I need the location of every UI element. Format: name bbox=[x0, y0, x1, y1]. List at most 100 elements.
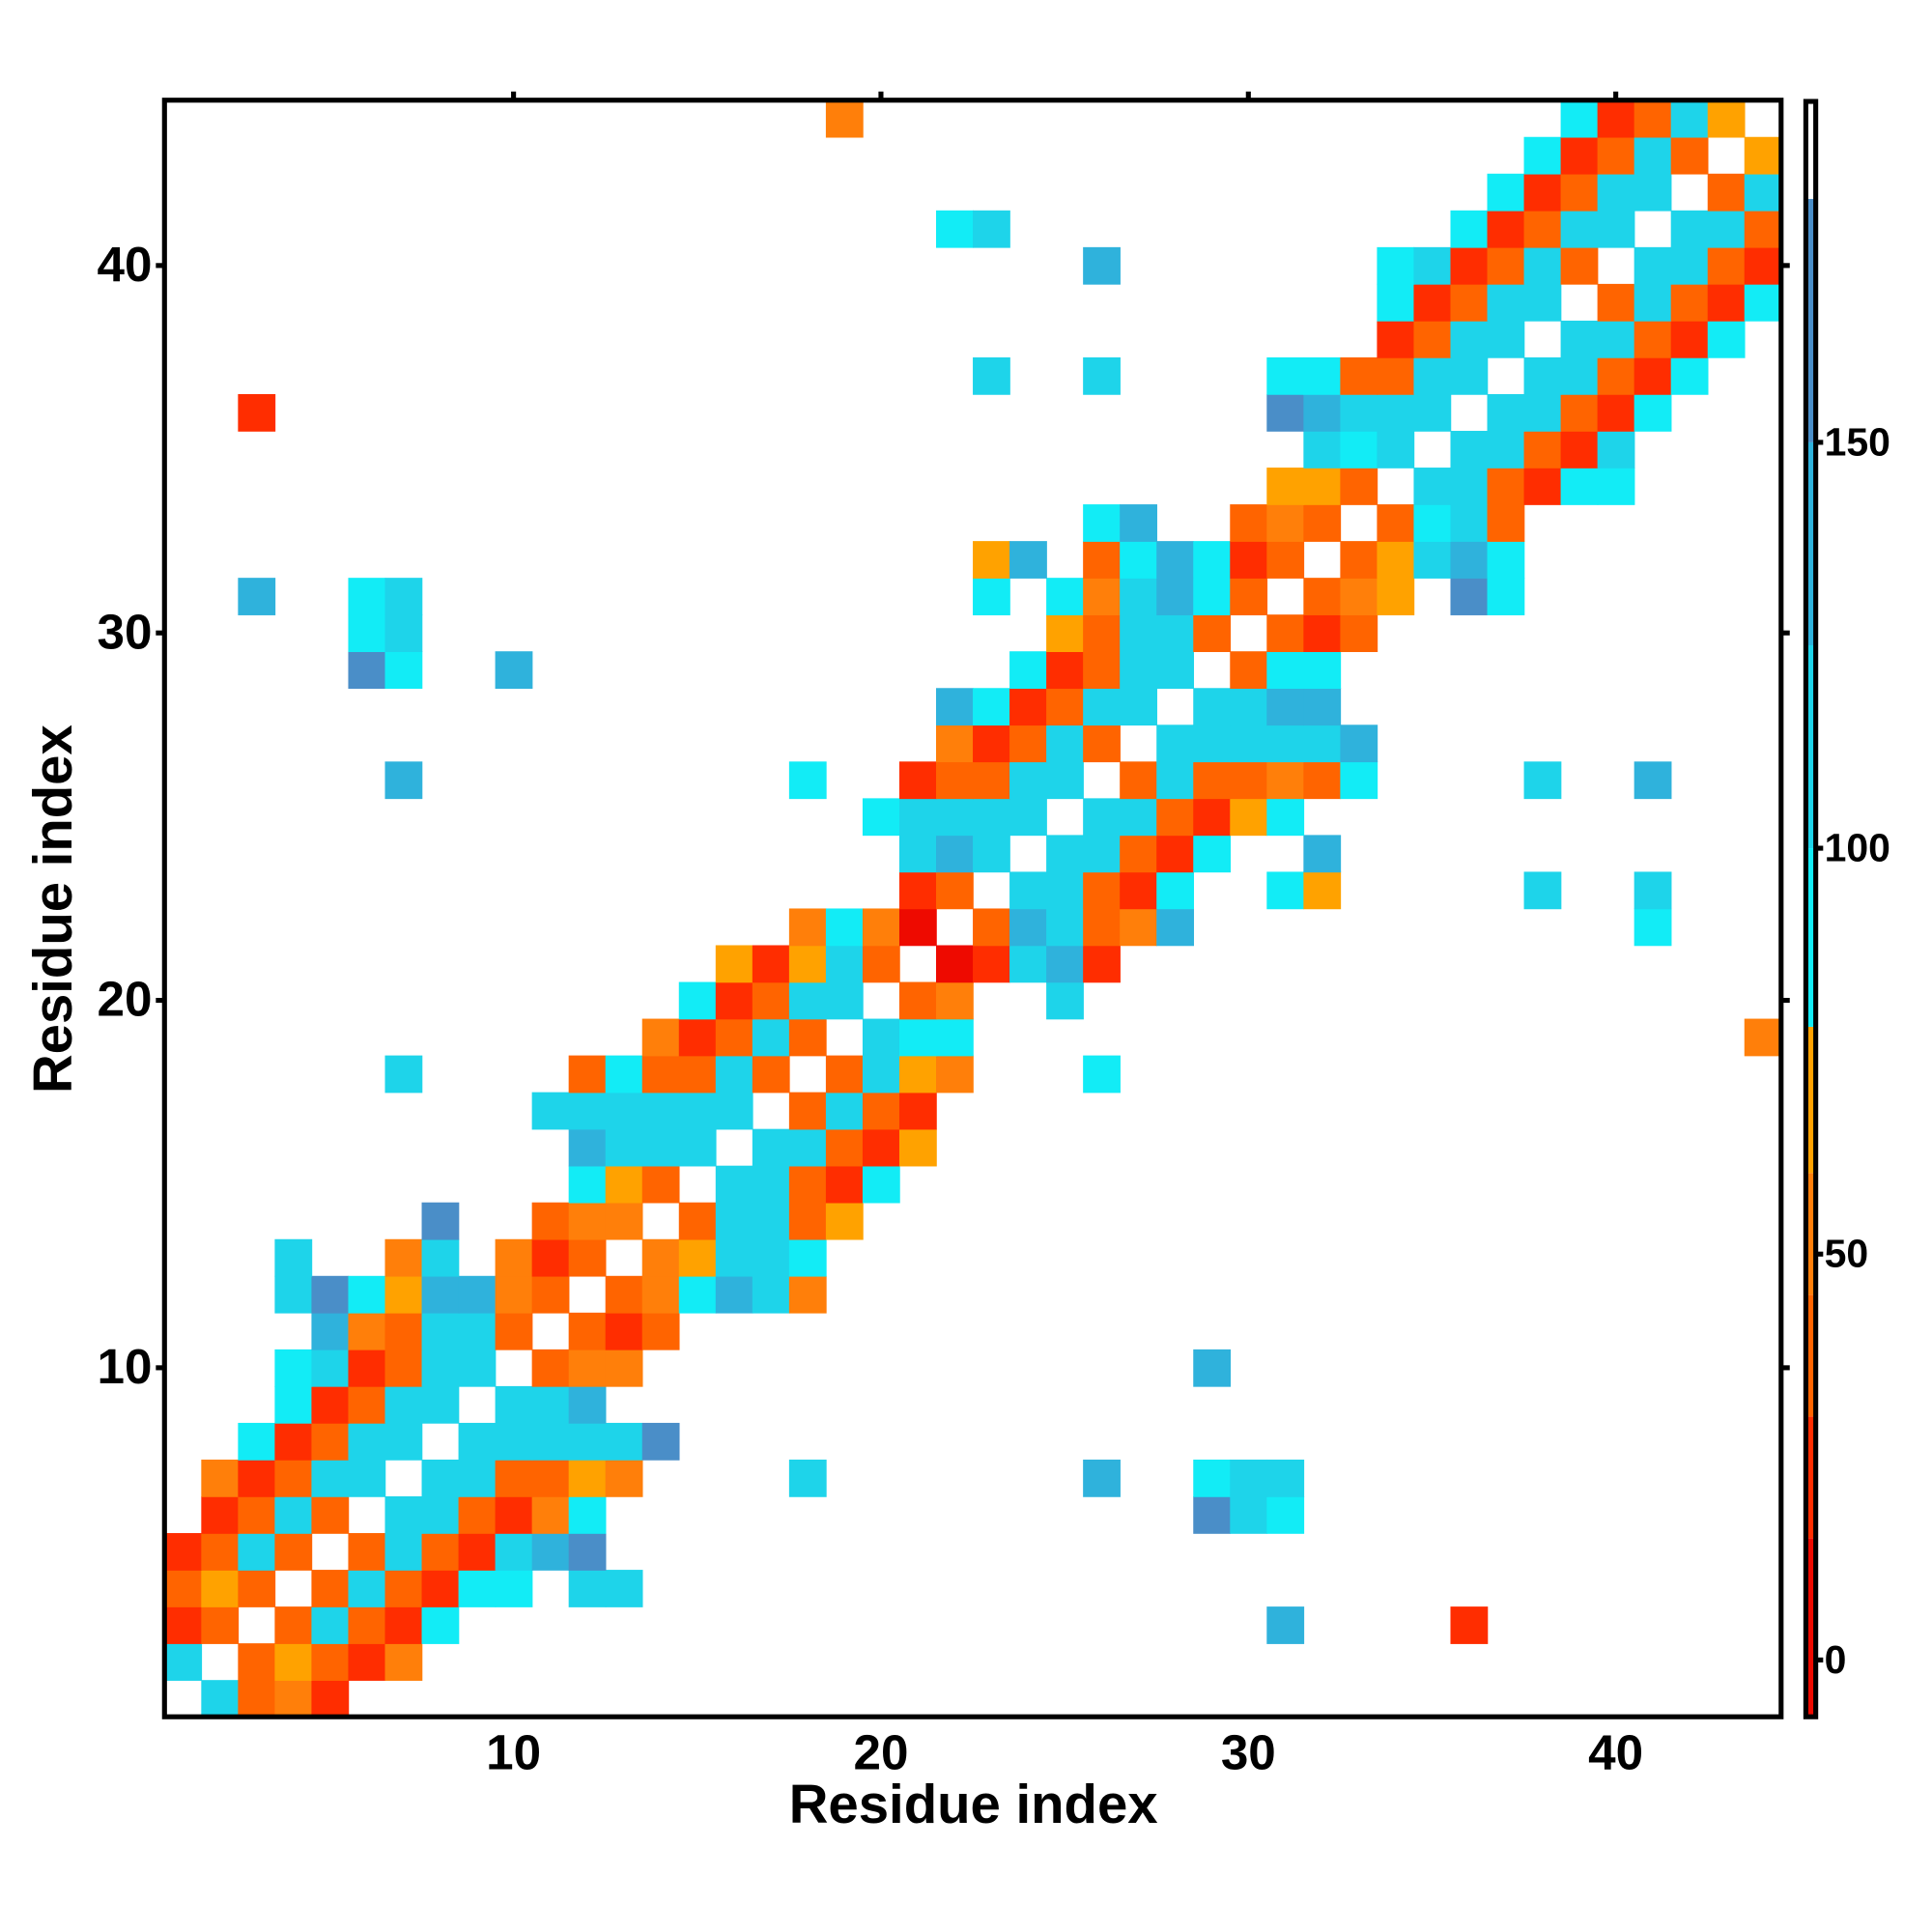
heatmap-cell bbox=[1377, 541, 1415, 579]
heatmap-cell bbox=[311, 1385, 350, 1424]
heatmap-cell bbox=[1046, 835, 1084, 873]
heatmap-cell bbox=[1707, 173, 1746, 212]
heatmap-cell bbox=[348, 1643, 386, 1681]
heatmap-cell bbox=[936, 798, 974, 837]
heatmap-cell bbox=[973, 541, 1010, 579]
heatmap-cell bbox=[936, 761, 974, 800]
heatmap-cell bbox=[348, 1606, 386, 1644]
heatmap-cell bbox=[715, 1238, 753, 1277]
heatmap-cell bbox=[1230, 798, 1268, 837]
heatmap-cell bbox=[1487, 320, 1525, 358]
heatmap-cell bbox=[384, 1055, 423, 1094]
heatmap-cell bbox=[311, 1459, 350, 1497]
heatmap-cell bbox=[274, 1238, 313, 1277]
heatmap-cell bbox=[1560, 468, 1599, 505]
heatmap-cell bbox=[752, 1165, 790, 1204]
heatmap-cell bbox=[898, 1018, 937, 1057]
heatmap-cell bbox=[1303, 761, 1342, 800]
heatmap-cell bbox=[1083, 724, 1121, 763]
heatmap-cell bbox=[1450, 504, 1489, 542]
heatmap-cell bbox=[1046, 981, 1084, 1020]
heatmap-cell bbox=[1266, 798, 1305, 837]
heatmap-cell bbox=[348, 1275, 386, 1314]
heatmap-cell bbox=[1523, 210, 1562, 248]
heatmap-cell bbox=[531, 1422, 570, 1461]
heatmap-cell bbox=[201, 1533, 240, 1571]
colorbar-band bbox=[1805, 848, 1816, 1027]
heatmap-cell bbox=[568, 1055, 607, 1094]
heatmap-cell bbox=[1560, 136, 1599, 175]
heatmap-cell bbox=[752, 1128, 790, 1167]
heatmap-cell bbox=[1120, 835, 1157, 873]
heatmap-cell bbox=[1120, 688, 1157, 726]
heatmap-cell bbox=[1634, 871, 1672, 910]
heatmap-cell bbox=[495, 1312, 533, 1350]
heatmap-cell bbox=[311, 1349, 350, 1387]
heatmap-cell bbox=[1120, 798, 1157, 837]
heatmap-cell bbox=[568, 1385, 607, 1424]
heatmap-cell bbox=[1597, 356, 1635, 395]
heatmap-cell bbox=[1597, 393, 1635, 432]
heatmap-cell bbox=[605, 1275, 643, 1314]
heatmap-cell bbox=[936, 1055, 974, 1094]
heatmap-cell bbox=[1523, 136, 1562, 175]
heatmap-cell bbox=[274, 1349, 313, 1387]
heatmap-cell bbox=[1670, 320, 1709, 358]
heatmap-cell bbox=[384, 761, 423, 800]
heatmap-cell bbox=[1340, 541, 1378, 579]
heatmap-cell bbox=[1083, 651, 1121, 690]
heatmap-cell bbox=[531, 1533, 570, 1571]
heatmap-cell bbox=[1340, 468, 1378, 505]
heatmap-cell bbox=[1597, 431, 1635, 469]
heatmap-cell bbox=[568, 1202, 607, 1240]
heatmap-cell bbox=[1009, 945, 1047, 983]
heatmap-cell bbox=[1156, 578, 1195, 615]
heatmap-cell bbox=[458, 1459, 497, 1497]
heatmap-cell bbox=[715, 1092, 753, 1130]
heatmap-cell bbox=[1707, 320, 1746, 358]
heatmap-cell bbox=[1634, 136, 1672, 175]
heatmap-cell bbox=[1340, 356, 1378, 395]
heatmap-cell bbox=[1523, 173, 1562, 212]
heatmap-cell bbox=[936, 724, 974, 763]
heatmap-cell bbox=[825, 1202, 864, 1240]
heatmap-cell bbox=[1597, 173, 1635, 212]
heatmap-cell bbox=[1120, 541, 1157, 579]
heatmap-cell bbox=[641, 1055, 680, 1094]
heatmap-cell bbox=[384, 1312, 423, 1350]
heatmap-cell bbox=[421, 1385, 460, 1424]
heatmap-cell bbox=[1487, 578, 1525, 615]
heatmap-cell bbox=[1450, 1606, 1489, 1644]
heatmap-cell bbox=[495, 1533, 533, 1571]
heatmap-cell bbox=[1450, 578, 1489, 615]
heatmap-cell bbox=[1303, 431, 1342, 469]
heatmap-cell bbox=[1266, 651, 1305, 690]
heatmap-cell bbox=[641, 1238, 680, 1277]
heatmap-cell bbox=[1670, 246, 1709, 285]
heatmap-cell bbox=[421, 1275, 460, 1314]
heatmap-cell bbox=[1120, 651, 1157, 690]
heatmap-cell bbox=[1634, 320, 1672, 358]
heatmap-cell bbox=[1156, 651, 1195, 690]
heatmap-cell bbox=[898, 798, 937, 837]
colorbar-tick-label: 150 bbox=[1825, 419, 1890, 464]
heatmap-cell bbox=[1523, 246, 1562, 285]
heatmap-cell bbox=[1083, 798, 1121, 837]
heatmap-cell bbox=[1597, 468, 1635, 505]
heatmap-cell bbox=[1083, 1459, 1121, 1497]
heatmap-cell bbox=[1377, 283, 1415, 322]
heatmap-cell bbox=[568, 1312, 607, 1350]
heatmap-cell bbox=[1560, 173, 1599, 212]
heatmap-cell bbox=[164, 1606, 203, 1644]
heatmap-cell bbox=[1120, 761, 1157, 800]
heatmap-cell bbox=[973, 945, 1010, 983]
heatmap-cell bbox=[274, 1643, 313, 1681]
heatmap-cell bbox=[1634, 173, 1672, 212]
heatmap-cell bbox=[788, 1459, 827, 1497]
heatmap-cell bbox=[678, 1202, 717, 1240]
heatmap-cell bbox=[531, 1275, 570, 1314]
heatmap-cell bbox=[825, 1128, 864, 1167]
heatmap-cell bbox=[752, 1202, 790, 1240]
heatmap-cell bbox=[1046, 724, 1084, 763]
heatmap-cell bbox=[1193, 541, 1232, 579]
